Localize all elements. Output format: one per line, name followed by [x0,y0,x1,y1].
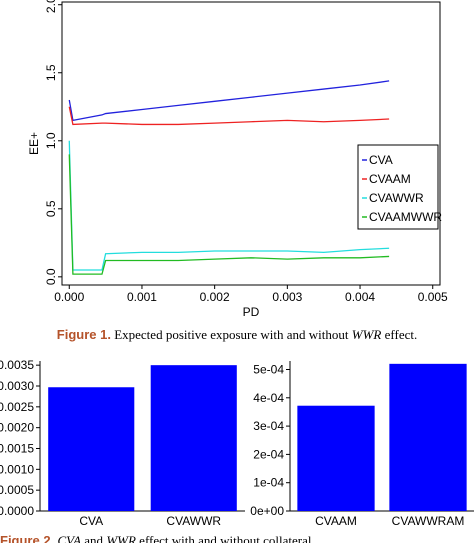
y-tick-label: 0.0 [44,268,58,285]
x-tick-label: 0.003 [272,290,302,304]
line [68,154,390,275]
x-tick-label: CVAWWR [166,514,221,528]
x-axis-title: PD [243,305,260,319]
line [68,140,390,271]
y-tick-label: 0.5 [44,200,58,217]
legend-box [357,144,439,230]
y-tick-label: 0.0035 [0,358,34,372]
x-tick-label: CVA [79,514,103,528]
bar [297,405,375,511]
legend-label: CVAAM [369,172,411,186]
x-tick-label: 0.000 [54,290,84,304]
line [68,106,390,126]
y-axis-title: EE+ [27,132,41,155]
y-tick-label: 0e+00 [250,504,284,518]
y-tick-label: 2.0 [44,0,58,13]
x-tick-label: CVAAM [315,514,357,528]
y-tick-label: 3e-04 [253,419,284,433]
x-tick-label: 0.001 [127,290,157,304]
caption-text: effect with and without collateral. [139,533,315,543]
bar [389,363,467,511]
y-tick-label: 0.0020 [0,421,34,435]
y-tick-label: 0.0025 [0,400,34,414]
legend-label: CVAWWR [369,191,424,205]
y-tick-label: 4e-04 [253,391,284,405]
caption-text: WWR [106,533,136,543]
x-tick-label: 0.005 [418,290,448,304]
x-tick-label: 0.002 [200,290,230,304]
x-tick-label: CVAWWRAM [392,514,465,528]
caption: Figure 1. Expected positive exposure wit… [57,327,417,342]
x-tick-label: 0.004 [345,290,375,304]
y-tick-label: 1e-04 [253,476,284,490]
y-tick-label: 0.0000 [0,504,34,518]
caption-text: Expected positive exposure with and with… [114,327,349,342]
y-tick-label: 0.0015 [0,442,34,456]
caption-text: CVA [57,533,81,543]
caption-label: Figure 1. [57,327,111,342]
caption-text: WWR [352,327,382,342]
caption-text: effect. [385,327,418,342]
legend-label: CVAAMWWR [369,210,442,224]
bar [150,365,237,511]
y-tick-label: 0.0010 [0,462,34,476]
y-tick-label: 5e-04 [253,362,284,376]
y-tick-label: 1.0 [44,132,58,149]
y-tick-label: 0.0030 [0,379,34,393]
y-tick-label: 0.0005 [0,483,34,497]
caption-text: and [84,533,103,543]
line [68,80,390,122]
y-tick-label: 2e-04 [253,447,284,461]
plot-frame [61,1,441,286]
y-tick-label: 1.5 [44,64,58,81]
bar [48,387,135,511]
caption: Figure 2. CVA and WWR effect with and wi… [0,533,315,543]
caption-label: Figure 2. [0,533,54,543]
legend-label: CVA [369,153,393,167]
